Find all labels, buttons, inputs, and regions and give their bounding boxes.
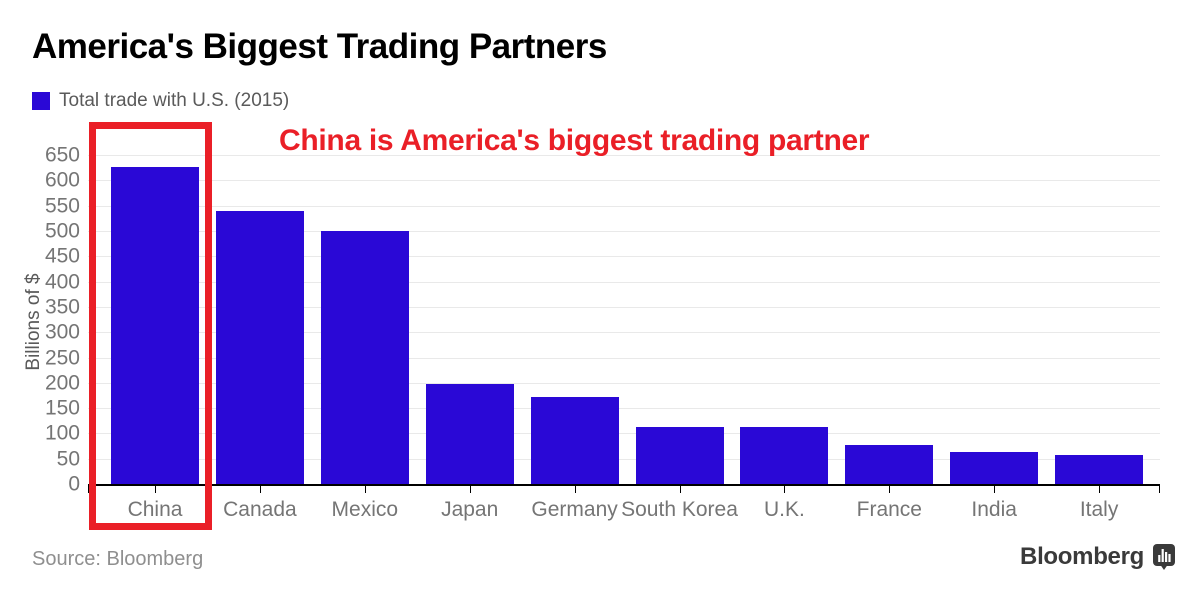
x-axis-tick	[994, 486, 996, 493]
x-axis-tick	[889, 486, 891, 493]
gridline-550	[88, 205, 1160, 207]
bar-italy	[1055, 455, 1144, 484]
gridline-200	[88, 382, 1160, 384]
y-tick-label-50: 50	[56, 447, 80, 471]
bar-canada	[215, 210, 304, 484]
y-tick-label-400: 400	[44, 270, 80, 293]
legend: Total trade with U.S. (2015)	[32, 90, 289, 112]
gridline-250	[88, 357, 1160, 359]
y-tick-label-150: 150	[44, 396, 80, 420]
gridline-400	[88, 281, 1160, 283]
chart-title: America's Biggest Trading Partners	[32, 27, 607, 66]
x-axis-tick	[1099, 486, 1101, 493]
y-tick-label-550: 550	[44, 194, 80, 218]
gridline-500	[88, 230, 1160, 232]
bar-germany	[530, 396, 619, 484]
bloomberg-logo-text: Bloomberg	[1020, 543, 1144, 570]
bloomberg-logo: Bloomberg	[1020, 543, 1176, 571]
x-axis-tick	[784, 486, 786, 493]
gridline-350	[88, 306, 1160, 308]
gridline-150	[88, 408, 1160, 410]
x-category-label-mexico: Mexico	[331, 498, 399, 521]
bar-mexico	[320, 230, 409, 484]
x-axis-tick	[259, 486, 261, 493]
highlight-box	[89, 122, 212, 530]
x-category-label-u-k-: U.K.	[763, 498, 805, 521]
y-tick-label-200: 200	[44, 371, 80, 395]
y-tick-label-100: 100	[44, 421, 80, 445]
x-axis-tick	[469, 486, 471, 493]
y-tick-label-250: 250	[44, 346, 80, 369]
y-tick-label-0: 0	[68, 472, 80, 496]
gridline-600	[88, 180, 1160, 182]
x-axis-end-tick	[88, 486, 89, 493]
x-category-label-canada: Canada	[223, 498, 297, 521]
bar-china	[111, 166, 199, 484]
x-axis-line	[88, 484, 1160, 486]
x-category-label-france: France	[856, 498, 922, 521]
x-axis-tick	[679, 486, 681, 493]
annotation-text: China is America's biggest trading partn…	[279, 124, 870, 157]
y-tick-label-500: 500	[44, 219, 80, 243]
bar-france	[845, 445, 934, 484]
y-tick-label-300: 300	[44, 320, 80, 344]
bar-japan	[425, 384, 514, 484]
bar-u-k-	[740, 426, 829, 484]
x-category-label-india: India	[971, 498, 1017, 521]
gridline-650	[88, 155, 1160, 156]
bar-india	[950, 452, 1039, 484]
y-tick-label-450: 450	[44, 244, 80, 268]
x-axis-tick	[364, 486, 366, 493]
x-axis-end-tick	[1159, 486, 1160, 493]
x-axis-tick	[574, 486, 576, 493]
x-category-label-china: China	[127, 498, 183, 521]
bar-south-korea	[635, 426, 724, 484]
x-category-label-germany: Germany	[531, 498, 618, 521]
bar-chart-bubble-icon	[1153, 544, 1175, 570]
y-tick-label-350: 350	[44, 295, 80, 319]
gridline-50	[88, 458, 1160, 460]
legend-label: Total trade with U.S. (2015)	[59, 90, 290, 111]
source-text: Source: Bloomberg	[32, 548, 204, 570]
y-tick-label-650: 650	[44, 143, 80, 167]
y-tick-label-600: 600	[44, 168, 80, 192]
y-axis-title: Billions of $	[23, 273, 44, 371]
gridline-450	[88, 256, 1160, 258]
x-category-label-japan: Japan	[441, 498, 499, 521]
legend-swatch	[32, 92, 50, 110]
gridline-300	[88, 332, 1160, 334]
x-category-label-italy: Italy	[1079, 498, 1119, 521]
x-category-label-south-korea: South Korea	[621, 498, 738, 521]
x-axis-tick	[155, 486, 156, 493]
gridline-100	[88, 433, 1160, 435]
